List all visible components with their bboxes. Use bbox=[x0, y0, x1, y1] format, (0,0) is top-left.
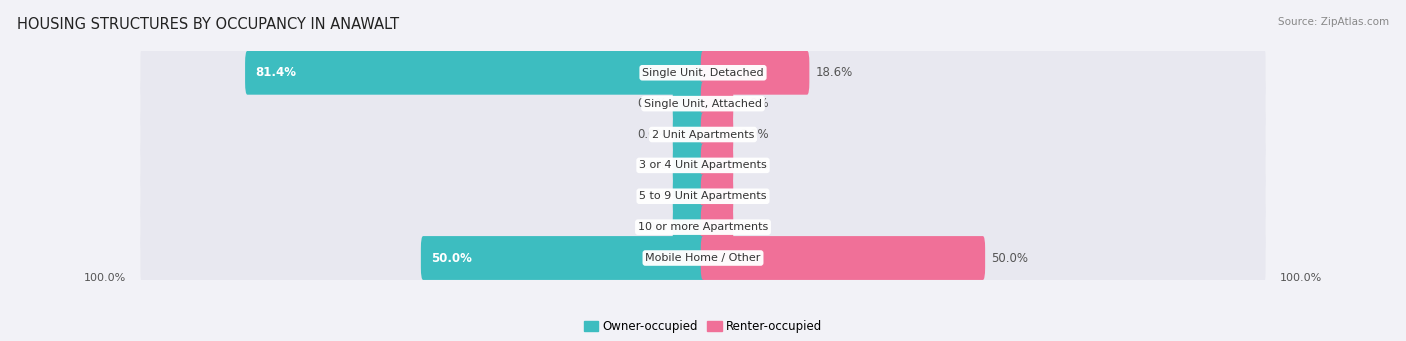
FancyBboxPatch shape bbox=[672, 174, 706, 218]
Text: 18.6%: 18.6% bbox=[815, 66, 853, 79]
FancyBboxPatch shape bbox=[672, 144, 706, 187]
Text: 2 Unit Apartments: 2 Unit Apartments bbox=[652, 130, 754, 139]
Text: Mobile Home / Other: Mobile Home / Other bbox=[645, 253, 761, 263]
Text: 0.0%: 0.0% bbox=[740, 97, 769, 110]
FancyBboxPatch shape bbox=[420, 236, 706, 280]
Legend: Owner-occupied, Renter-occupied: Owner-occupied, Renter-occupied bbox=[579, 315, 827, 338]
Text: 0.0%: 0.0% bbox=[740, 221, 769, 234]
FancyBboxPatch shape bbox=[672, 205, 706, 249]
FancyBboxPatch shape bbox=[141, 230, 1265, 286]
Text: 0.0%: 0.0% bbox=[740, 190, 769, 203]
FancyBboxPatch shape bbox=[700, 51, 810, 95]
Text: 5 to 9 Unit Apartments: 5 to 9 Unit Apartments bbox=[640, 191, 766, 201]
Text: 0.0%: 0.0% bbox=[637, 190, 666, 203]
Text: Source: ZipAtlas.com: Source: ZipAtlas.com bbox=[1278, 17, 1389, 27]
Text: 0.0%: 0.0% bbox=[637, 159, 666, 172]
Text: 0.0%: 0.0% bbox=[637, 221, 666, 234]
FancyBboxPatch shape bbox=[141, 76, 1265, 132]
FancyBboxPatch shape bbox=[141, 168, 1265, 224]
FancyBboxPatch shape bbox=[700, 174, 734, 218]
Text: 0.0%: 0.0% bbox=[637, 128, 666, 141]
Text: Single Unit, Detached: Single Unit, Detached bbox=[643, 68, 763, 78]
Text: 0.0%: 0.0% bbox=[637, 97, 666, 110]
FancyBboxPatch shape bbox=[672, 82, 706, 125]
Text: 50.0%: 50.0% bbox=[432, 252, 472, 265]
Text: 81.4%: 81.4% bbox=[256, 66, 297, 79]
FancyBboxPatch shape bbox=[141, 45, 1265, 101]
FancyBboxPatch shape bbox=[700, 205, 734, 249]
FancyBboxPatch shape bbox=[141, 137, 1265, 193]
Text: 50.0%: 50.0% bbox=[991, 252, 1028, 265]
FancyBboxPatch shape bbox=[245, 51, 706, 95]
Text: 0.0%: 0.0% bbox=[740, 159, 769, 172]
FancyBboxPatch shape bbox=[700, 144, 734, 187]
Text: 0.0%: 0.0% bbox=[740, 128, 769, 141]
FancyBboxPatch shape bbox=[700, 82, 734, 125]
Text: HOUSING STRUCTURES BY OCCUPANCY IN ANAWALT: HOUSING STRUCTURES BY OCCUPANCY IN ANAWA… bbox=[17, 17, 399, 32]
FancyBboxPatch shape bbox=[700, 236, 986, 280]
FancyBboxPatch shape bbox=[700, 113, 734, 157]
Text: 3 or 4 Unit Apartments: 3 or 4 Unit Apartments bbox=[640, 160, 766, 170]
FancyBboxPatch shape bbox=[141, 199, 1265, 255]
Text: 10 or more Apartments: 10 or more Apartments bbox=[638, 222, 768, 232]
Text: Single Unit, Attached: Single Unit, Attached bbox=[644, 99, 762, 109]
Text: 100.0%: 100.0% bbox=[84, 273, 127, 283]
FancyBboxPatch shape bbox=[672, 113, 706, 157]
Text: 100.0%: 100.0% bbox=[1279, 273, 1322, 283]
FancyBboxPatch shape bbox=[141, 106, 1265, 163]
